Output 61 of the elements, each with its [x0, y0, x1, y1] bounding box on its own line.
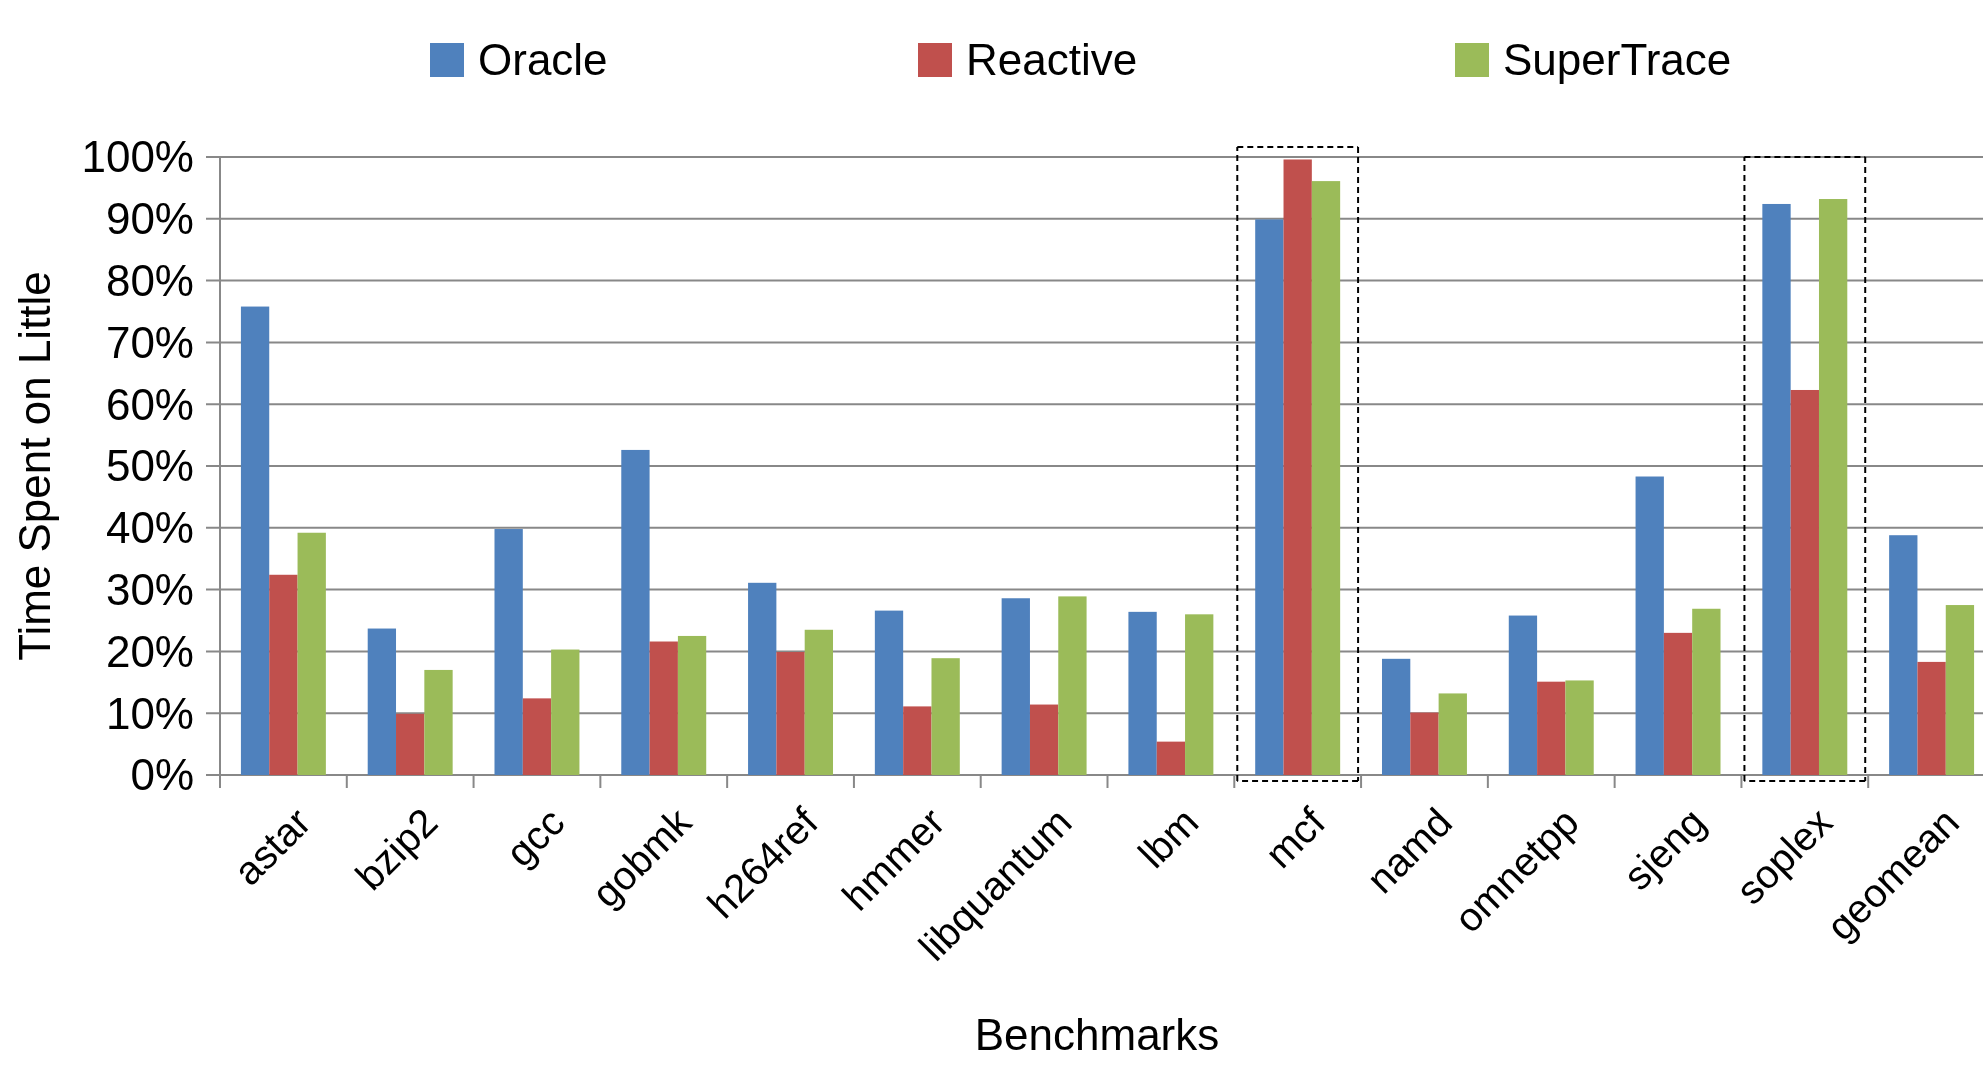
y-tick-label: 30% [105, 565, 194, 614]
bar [240, 306, 270, 775]
bar [1156, 741, 1186, 775]
bar [494, 529, 523, 775]
bar [649, 641, 678, 775]
y-tick-label: 40% [105, 503, 194, 553]
bar [424, 669, 453, 775]
bar [1283, 159, 1312, 775]
bar [367, 628, 397, 775]
y-tick-label: 10% [105, 688, 194, 738]
bar [1128, 611, 1157, 775]
bar [874, 610, 904, 775]
bar [1311, 181, 1341, 775]
bar [776, 652, 805, 775]
y-axis-title: Time Spent on Little [10, 271, 59, 661]
bar [1945, 605, 1975, 775]
bar [931, 658, 960, 775]
bar [396, 713, 425, 775]
bar [1565, 680, 1594, 775]
bar [1438, 693, 1467, 775]
y-tick-label: 20% [105, 626, 194, 676]
y-tick-label: 100% [81, 132, 194, 182]
bar [1001, 598, 1030, 775]
x-axis-title: Benchmarks [974, 1010, 1220, 1059]
bar [1917, 661, 1946, 775]
x-tick-label: mcf [1256, 798, 1334, 877]
bar [1537, 681, 1566, 775]
bar [1058, 596, 1087, 775]
legend-label: SuperTrace [1503, 35, 1732, 85]
y-tick-label: 80% [105, 256, 194, 305]
bar [1255, 219, 1284, 775]
y-tick-label: 60% [105, 379, 194, 429]
bar [677, 635, 707, 775]
y-tick-label: 0% [130, 750, 194, 800]
bar [621, 449, 650, 775]
bar [269, 574, 298, 775]
y-tick-label: 70% [105, 317, 194, 367]
bar [748, 582, 777, 775]
bar [1029, 704, 1059, 775]
x-tick-label: lbm [1129, 799, 1207, 877]
bar [551, 649, 580, 775]
y-tick-label: 90% [105, 194, 194, 244]
legend-label: Reactive [966, 35, 1138, 85]
bar [804, 629, 834, 775]
bar [1663, 632, 1693, 775]
legend-label: Oracle [478, 35, 608, 85]
bar [1185, 614, 1214, 775]
bar [297, 532, 326, 775]
bar [1635, 476, 1664, 775]
bar [1818, 199, 1848, 775]
bar [903, 706, 932, 775]
bar [1381, 658, 1411, 775]
x-tick-label: gcc [497, 799, 573, 875]
y-tick-label: 50% [105, 441, 194, 491]
bar [1508, 615, 1538, 775]
bar [1889, 535, 1918, 775]
bar [1410, 712, 1439, 775]
bar [1762, 203, 1791, 775]
bar [1692, 608, 1721, 775]
bar [522, 698, 552, 775]
bar [1790, 389, 1819, 775]
